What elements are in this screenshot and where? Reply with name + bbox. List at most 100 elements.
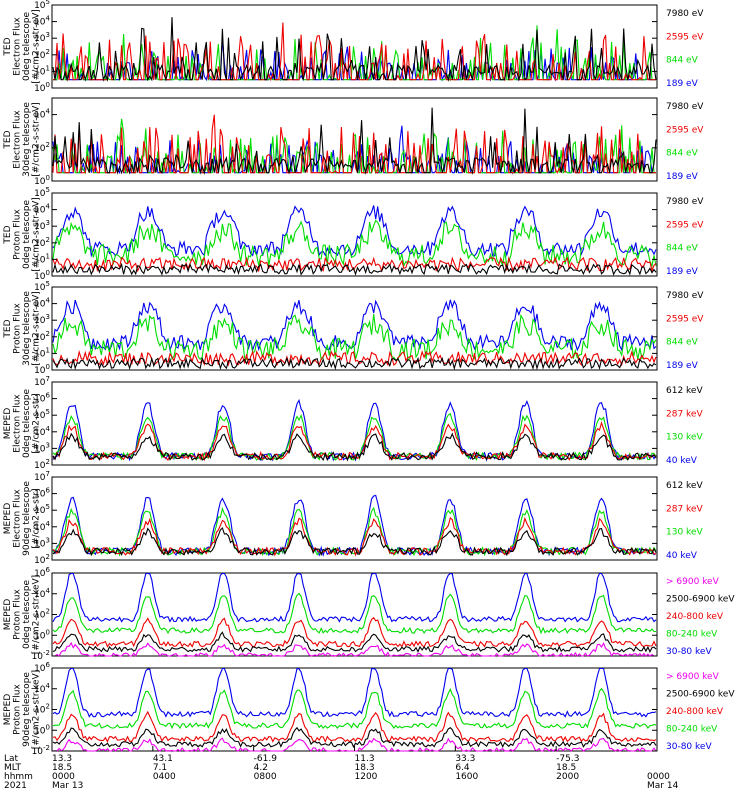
y-tick-exponent: 1 <box>46 64 50 72</box>
y-tick-label: 10-2 <box>32 649 50 662</box>
y-tick-exponent: 2 <box>46 141 50 149</box>
y-axis-label-line: Proton Flux <box>13 209 23 260</box>
legend-entry: 80-240 keV <box>666 724 718 734</box>
x-tick-label: 0800 <box>254 772 277 782</box>
legend-entry: 7980 eV <box>666 9 704 19</box>
y-axis-label-line: Proton Flux <box>13 303 23 354</box>
y-tick-base: 10 <box>34 67 46 77</box>
x-tick-label: -61.9 <box>254 754 278 764</box>
y-axis-label-line: [#/cm2-s-str-keV] <box>32 575 42 654</box>
y-tick-label: 102 <box>34 236 50 249</box>
legend-entry: 287 keV <box>666 409 703 419</box>
y-tick-label: 102 <box>34 141 50 154</box>
y-tick-exponent: 3 <box>46 313 50 321</box>
y-tick-exponent: 0 <box>46 174 50 182</box>
x-row-label: MLT <box>4 763 22 773</box>
y-tick-base: 10 <box>32 747 44 757</box>
y-tick-label: 100 <box>34 363 50 376</box>
y-tick-label: 105 <box>34 186 50 199</box>
y-tick-exponent: 3 <box>46 536 50 544</box>
y-tick-exponent: 0 <box>46 723 50 731</box>
x-tick-label: 0400 <box>153 772 176 782</box>
y-tick-base: 10 <box>34 222 46 232</box>
series-line-6-1 <box>52 527 657 557</box>
y-axis-label: TED Proton Flux 30deg telescope [#/cm2-s-st… <box>3 291 42 366</box>
y-tick-base: 10 <box>34 490 46 500</box>
legend-entry: 189 eV <box>666 172 699 182</box>
y-tick-label: 104 <box>34 203 50 216</box>
y-tick-exponent: 2 <box>46 48 50 56</box>
x-tick-label: 4.2 <box>254 763 268 773</box>
y-tick-label: 104 <box>34 425 50 438</box>
y-tick-exponent: 3 <box>46 31 50 39</box>
legend-entry: 189 eV <box>666 361 699 371</box>
y-axis-label-line: [#/cm2-s-str-eV] <box>32 102 42 177</box>
y-axis-label-line: [#/cm2-s-str] <box>32 393 42 453</box>
y-tick-label: 100 <box>34 628 50 641</box>
y-tick-base: 10 <box>34 84 46 94</box>
legend-entry: 2595 eV <box>666 314 704 324</box>
y-tick-base: 10 <box>34 255 46 265</box>
legend-entry: 240-800 keV <box>666 707 724 717</box>
x-tick-label: 18.3 <box>355 763 375 773</box>
y-tick-label: 106 <box>34 487 50 500</box>
y-tick-base: 10 <box>34 18 46 28</box>
legend-entry: 844 eV <box>666 149 699 159</box>
y-axis-label-line: TED <box>3 130 13 149</box>
legend-entry: 7980 eV <box>666 291 704 301</box>
series-line-4-3 <box>52 313 657 362</box>
legend-entry: 30-80 keV <box>666 647 712 657</box>
y-tick-label: 103 <box>34 313 50 326</box>
x-tick-label: 6.4 <box>455 763 470 773</box>
x-tick-label: 13.3 <box>52 754 72 764</box>
y-tick-exponent: 4 <box>46 425 51 433</box>
series-line-8-2 <box>52 726 657 749</box>
y-tick-label: 106 <box>34 392 50 405</box>
y-axis-label-line: 0deg telescope <box>22 580 32 650</box>
series-line-5-1 <box>52 432 657 462</box>
y-tick-label: 107 <box>34 375 50 388</box>
y-axis-label-line: 0deg telescope <box>22 389 32 459</box>
y-tick-base: 10 <box>34 631 46 641</box>
y-axis-label: MEPED Electron Flux 90deg telescope [#/cm2-… <box>3 481 42 556</box>
y-axis-label-line: 0deg telescope <box>22 12 32 82</box>
y-tick-base: 10 <box>34 428 46 438</box>
y-tick-label: 105 <box>34 280 50 293</box>
y-axis-label: TED Proton Flux 0deg telescope [#/cm2-s-str… <box>3 197 42 272</box>
y-tick-label: 100 <box>34 81 50 94</box>
y-tick-base: 10 <box>34 189 46 199</box>
legend-entry: 612 keV <box>666 481 703 491</box>
series-line-8-5 <box>52 667 657 718</box>
y-tick-exponent: 0 <box>46 81 50 89</box>
series-line-5-3 <box>52 412 657 461</box>
y-tick-exponent: 1 <box>46 346 50 354</box>
y-tick-exponent: 4 <box>46 682 51 690</box>
y-tick-label: 104 <box>34 108 50 121</box>
y-tick-exponent: 6 <box>46 392 51 400</box>
y-tick-label: 102 <box>34 330 50 343</box>
plot-frame <box>51 97 658 182</box>
y-axis-label: TED Electron Flux 30deg telescope [#/cm2-s-… <box>3 102 42 177</box>
y-tick-exponent: 2 <box>46 608 50 616</box>
y-tick-base: 10 <box>34 272 46 282</box>
legend-entry: 2595 eV <box>666 32 704 42</box>
x-tick-label: 11.3 <box>355 754 375 764</box>
y-tick-label: 104 <box>34 520 50 533</box>
legend-entry: 2500-6900 keV <box>666 594 735 604</box>
y-tick-exponent: 5 <box>46 408 50 416</box>
y-tick-base: 10 <box>34 283 46 293</box>
series-line-1-2 <box>53 22 656 82</box>
y-tick-exponent: 1 <box>46 252 50 260</box>
y-tick-label: 102 <box>34 608 50 621</box>
y-tick-base: 10 <box>34 473 46 483</box>
y-axis-label-line: Proton Flux <box>13 684 23 735</box>
y-axis-label-line: 0deg telescope <box>22 200 32 270</box>
y-tick-base: 10 <box>34 366 46 376</box>
y-tick-exponent: 2 <box>46 330 50 338</box>
y-tick-label: 107 <box>34 470 50 483</box>
y-axis-label-line: Electron Flux <box>13 17 23 76</box>
